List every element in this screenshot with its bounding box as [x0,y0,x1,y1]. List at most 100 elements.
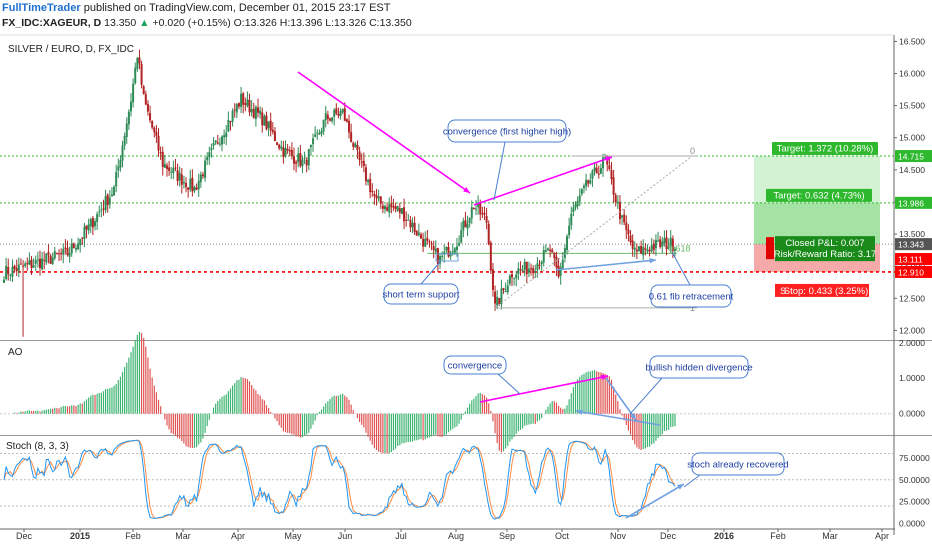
candle-body [13,265,16,269]
y-tick-label: 15.500 [899,101,925,111]
candle-body [174,167,177,169]
candle-body [316,132,319,134]
chart-header: FullTimeTrader published on TradingView.… [2,2,390,14]
candle-body [197,180,200,190]
publish-info: published on TradingView.com, December 0… [83,2,391,14]
candle-body [79,238,82,246]
candle-body [74,247,77,250]
candle-body [496,296,499,306]
fib-1-label: 1 [690,303,695,313]
stoch-callout-box [691,452,785,476]
ao-divergence-pointer [629,377,663,415]
candle-body [415,230,418,236]
publisher-name[interactable]: FullTimeTrader [2,2,81,14]
candle-body [540,261,543,265]
fib-callout-box [650,284,732,308]
candle-body [157,135,160,151]
candle-body [388,204,391,213]
candle-body [235,104,238,113]
candle-body [19,263,22,265]
fib-0-label: 0 [690,146,695,156]
candle-body [640,245,643,254]
labels: SILVER / EURO, D, FX_IDC AO Stoch (8, 3, 3… [6,44,932,452]
main-pane-title: SILVER / EURO, D, FX_IDC [8,44,134,55]
candle-body [189,178,192,190]
price-axis-badge [895,265,932,278]
candle-body [449,252,452,257]
candle-body [163,163,166,168]
ao-pane-title: AO [8,347,23,358]
price-change: +0.020 (+0.15%) [152,17,231,29]
candle-body [201,174,204,177]
stoch-arrow-arrowhead [677,484,684,490]
candle-body [413,222,416,232]
candle-body [66,247,69,256]
candle-body [45,253,48,263]
candle-body [180,174,183,185]
candle-body [273,131,276,142]
candle-body [24,263,27,266]
candle-body [608,165,611,170]
candle-body [193,187,196,191]
candle-body [508,275,511,284]
candle-body [348,120,351,133]
candle-body [642,247,645,256]
x-tick-label: 2015 [70,531,90,541]
candle-body [121,145,124,161]
candle-body [106,194,109,206]
candle-body [631,240,634,249]
candle-body [297,153,300,163]
candle-body [392,206,395,208]
candle-body [34,260,37,264]
candle-body [15,268,18,272]
x-tick-label: Feb [770,531,786,541]
candle-body [407,219,410,221]
candle-body [123,135,126,146]
candle-body [644,248,647,250]
candle-body [85,225,88,230]
candle-body [582,185,585,189]
ao-convergence-pointer [497,373,521,395]
candle-body [216,142,219,144]
candle-body [237,103,240,107]
candle-body [477,203,480,208]
convergence-callout: convergence (first higher high) [443,127,571,138]
candle-body [271,129,274,132]
candle-body [227,120,230,132]
candle-body [286,148,289,151]
candle-body [386,207,389,211]
candle-body [144,94,147,105]
candle-body [248,100,251,113]
candle-body [250,108,253,113]
stoch-y-tick-label: 25.0000 [899,497,930,507]
candle-body [453,248,456,253]
candle-body [451,251,454,253]
candle-body [290,149,293,156]
y-tick-label: 14.500 [899,165,925,175]
price-axis-badge-text: 13.343 [898,240,924,250]
candle-body [94,221,97,227]
candle-body [305,159,308,166]
candle-body [570,213,573,226]
candle-body [513,277,516,279]
candle-body [483,212,486,215]
candle-body [364,167,367,182]
candle-body [199,174,202,183]
candle-body [89,219,92,227]
candle-body [30,259,33,268]
candle-body [527,268,530,273]
ao-y-tick-label: 2.0000 [899,338,925,348]
x-tick-label: May [284,531,302,541]
candle-body [132,83,135,103]
candle-body [606,158,609,165]
candle-body [345,119,348,122]
candle-body [396,206,399,211]
candle-body [551,249,554,253]
candle-body [566,236,569,250]
y-tick-label: 16.500 [899,36,925,46]
candle-body [225,132,228,138]
candle-body [155,131,158,136]
candle-body [633,248,636,250]
candle-body [60,252,63,255]
